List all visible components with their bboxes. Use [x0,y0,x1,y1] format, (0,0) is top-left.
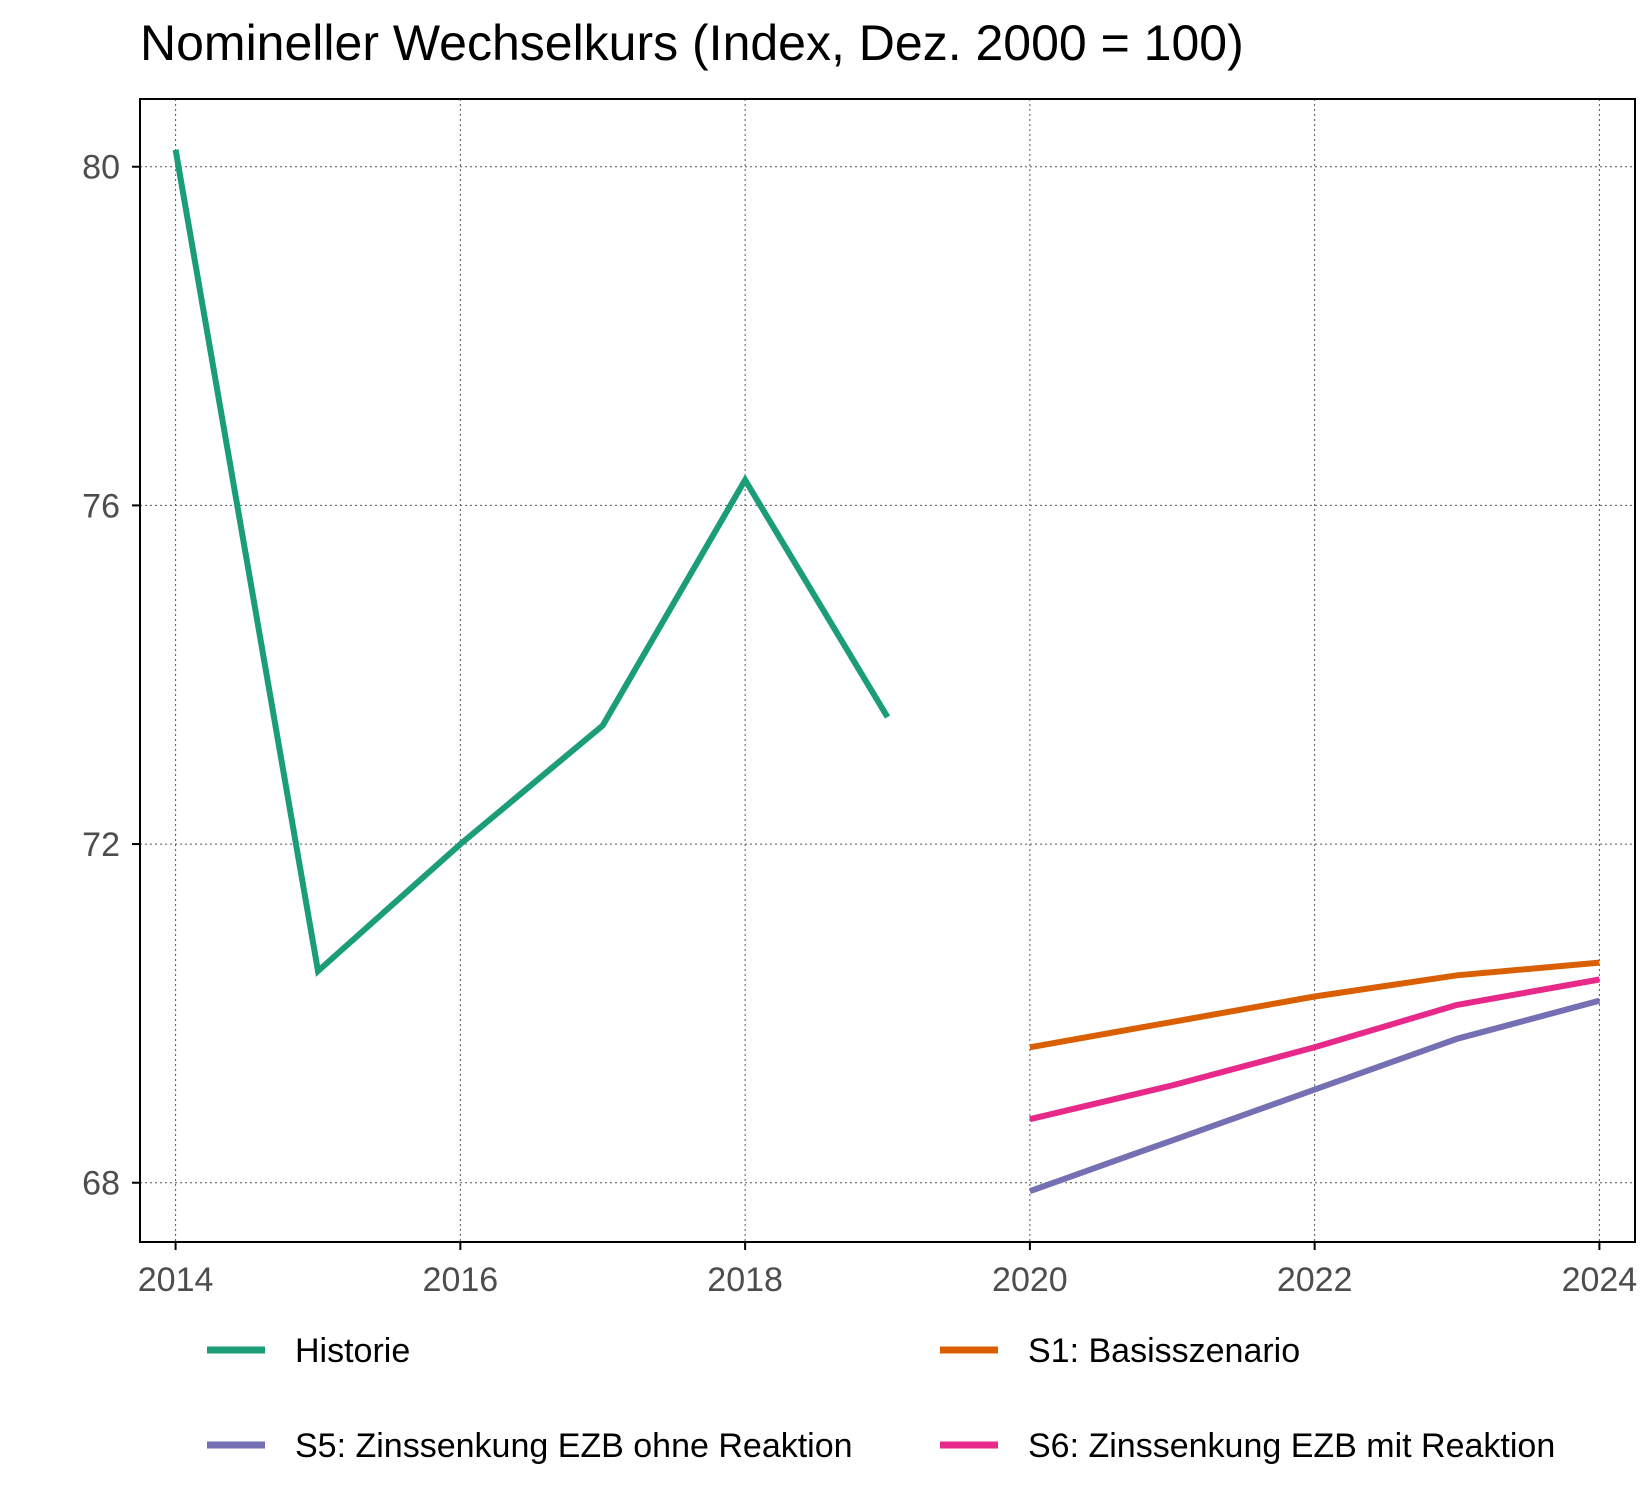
chart-title: Nomineller Wechselkurs (Index, Dez. 2000… [140,15,1244,71]
x-tick-label: 2018 [707,1261,783,1299]
series-layer [172,149,1601,1195]
series-line-1 [172,149,891,977]
series-line-2 [1029,959,1600,1051]
legend-label-4: S6: Zinssenkung EZB mit Reaktion [1028,1427,1555,1465]
legend-label-2: S1: Basisszenario [1028,1332,1300,1370]
grid-layer [140,99,1635,1242]
legend-label-1: Historie [295,1332,410,1370]
y-tick-label: 80 [82,149,120,187]
y-tick-label: 76 [82,487,120,525]
series-line-4 [1029,976,1600,1123]
legend-layer: Historie S1: Basisszenario S5: Zinssenkung… [207,1332,1555,1465]
x-tick-label: 2022 [1277,1261,1353,1299]
x-tick-label: 2020 [992,1261,1068,1299]
x-tick-label: 2014 [138,1261,214,1299]
axis-layer: 2014 2016 2018 2020 2022 2024 68 72 76 80 [82,149,1637,1299]
legend-label-3: S5: Zinssenkung EZB ohne Reaktion [295,1427,853,1465]
series-line-3 [1028,997,1601,1195]
x-tick-label: 2024 [1562,1261,1638,1299]
plot-frame [139,98,1636,1243]
y-tick-label: 72 [82,826,120,864]
x-tick-label: 2016 [423,1261,499,1299]
y-tick-label: 68 [82,1165,120,1203]
